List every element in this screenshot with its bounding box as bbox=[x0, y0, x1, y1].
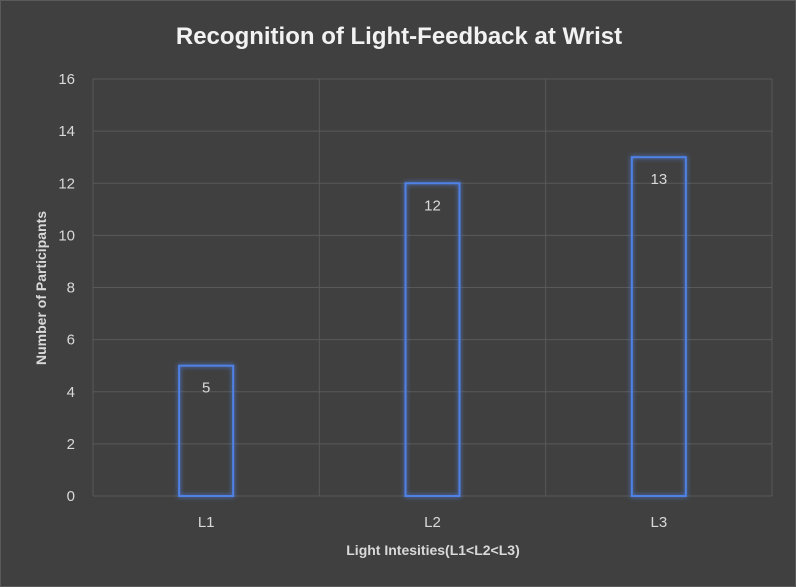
y-axis-ticks: 0 2 4 6 8 10 12 14 16 bbox=[58, 71, 75, 505]
bar-l1 bbox=[178, 364, 235, 497]
x-axis-ticks: L1 L2 L3 bbox=[198, 514, 667, 531]
chart-title: Recognition of Light-Feedback at Wrist bbox=[176, 23, 622, 50]
y-tick-label: 2 bbox=[67, 436, 75, 453]
x-tick-label: L1 bbox=[198, 514, 215, 531]
data-label: 13 bbox=[650, 171, 667, 188]
y-tick-label: 14 bbox=[58, 123, 75, 140]
bar-l3 bbox=[630, 156, 687, 497]
data-label: 12 bbox=[424, 197, 441, 214]
gridlines bbox=[92, 78, 773, 497]
data-label: 5 bbox=[202, 380, 210, 397]
y-tick-label: 8 bbox=[67, 280, 75, 297]
y-axis-label: Number of Participants bbox=[33, 211, 49, 365]
y-tick-label: 12 bbox=[58, 175, 75, 192]
bars: 5 12 13 bbox=[178, 156, 687, 497]
y-tick-label: 4 bbox=[67, 384, 75, 401]
y-tick-label: 6 bbox=[67, 332, 75, 349]
bar-l2 bbox=[404, 182, 461, 497]
x-axis-label: Light Intesities(L1<L2<L3) bbox=[346, 542, 519, 558]
x-tick-label: L2 bbox=[424, 514, 441, 531]
y-tick-label: 0 bbox=[67, 488, 75, 505]
x-tick-label: L3 bbox=[650, 514, 667, 531]
y-tick-label: 16 bbox=[58, 71, 75, 88]
y-tick-label: 10 bbox=[58, 227, 75, 244]
